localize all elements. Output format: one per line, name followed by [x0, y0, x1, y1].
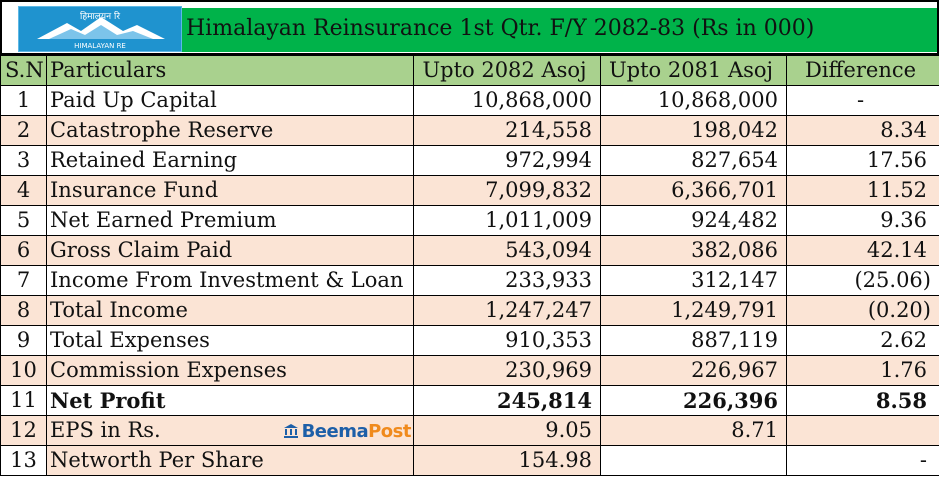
row-sn: 4	[0, 175, 47, 206]
row-particular: EPS in Rs.	[50, 418, 161, 442]
row-current: 972,994	[413, 145, 601, 176]
row-previous: 8.71	[600, 415, 787, 446]
row-previous: 382,086	[600, 235, 787, 266]
table-row: 4 Insurance Fund 7,099,832 6,366,701 11.…	[0, 175, 939, 206]
row-sn: 9	[0, 325, 47, 356]
row-particular-cell: EPS in Rs. Beema Post	[46, 415, 414, 446]
table-row: 1 Paid Up Capital 10,868,000 10,868,000 …	[0, 85, 939, 116]
table-row: 11 Net Profit 245,814 226,396 8.58	[0, 385, 939, 416]
row-particular: Net Profit	[46, 385, 414, 416]
row-previous: 6,366,701	[600, 175, 787, 206]
row-current: 214,558	[413, 115, 601, 146]
row-difference: 2.62	[786, 325, 939, 356]
himalayan-re-logo: हिमालयन रि HIMALAYAN RE	[18, 6, 182, 52]
row-sn: 6	[0, 235, 47, 266]
table-row: 8 Total Income 1,247,247 1,249,791 (0.20…	[0, 295, 939, 326]
row-sn: 10	[0, 355, 47, 386]
row-previous: 887,119	[600, 325, 787, 356]
logo-text: HIMALAYAN RE	[74, 42, 126, 50]
row-previous	[600, 445, 787, 476]
row-difference: (25.06)	[786, 265, 939, 296]
row-particular: Paid Up Capital	[46, 85, 414, 116]
row-sn: 8	[0, 295, 47, 326]
row-sn: 5	[0, 205, 47, 236]
page-title: Himalayan Reinsurance 1st Qtr. F/Y 2082-…	[182, 8, 937, 52]
financial-table: S.N Particulars Upto 2082 Asoj Upto 2081…	[0, 55, 939, 476]
table-row: 7 Income From Investment & Loan 233,933 …	[0, 265, 939, 296]
row-previous: 1,249,791	[600, 295, 787, 326]
row-particular: Gross Claim Paid	[46, 235, 414, 266]
row-particular: Net Earned Premium	[46, 205, 414, 236]
row-previous: 226,396	[600, 385, 787, 416]
row-particular: Networth Per Share	[46, 445, 414, 476]
row-current: 1,247,247	[413, 295, 601, 326]
row-difference: 17.56	[786, 145, 939, 176]
bank-icon	[283, 424, 298, 438]
row-current: 10,868,000	[413, 85, 601, 116]
row-difference: 11.52	[786, 175, 939, 206]
row-difference: 8.58	[786, 385, 939, 416]
row-difference: -	[786, 445, 939, 476]
title-bar: हिमालयन रि HIMALAYAN RE Himalayan Reinsu…	[0, 0, 939, 55]
row-particular: Total Expenses	[46, 325, 414, 356]
row-particular: Income From Investment & Loan	[46, 265, 414, 296]
column-header-current: Upto 2082 Asoj	[413, 55, 601, 86]
row-particular: Total Income	[46, 295, 414, 326]
table-row: 3 Retained Earning 972,994 827,654 17.56	[0, 145, 939, 176]
column-header-difference: Difference	[786, 55, 939, 86]
row-current: 1,011,009	[413, 205, 601, 236]
row-current: 910,353	[413, 325, 601, 356]
row-current: 9.05	[413, 415, 601, 446]
row-difference: 42.14	[786, 235, 939, 266]
table-row: 12 EPS in Rs. Beema Post 9.05	[0, 415, 939, 446]
row-sn: 12	[0, 415, 47, 446]
watermark-text-post: Post	[368, 420, 411, 442]
beemapost-watermark: Beema Post	[283, 420, 411, 442]
row-difference: (0.20)	[786, 295, 939, 326]
row-sn: 7	[0, 265, 47, 296]
row-previous: 198,042	[600, 115, 787, 146]
watermark-text-beema: Beema	[301, 420, 369, 442]
row-difference: -	[786, 85, 939, 116]
row-sn: 2	[0, 115, 47, 146]
table-row: 2 Catastrophe Reserve 214,558 198,042 8.…	[0, 115, 939, 146]
row-difference: 9.36	[786, 205, 939, 236]
row-difference: 8.34	[786, 115, 939, 146]
mountain-logo-icon: हिमालयन रि HIMALAYAN RE	[37, 10, 165, 50]
row-current: 245,814	[413, 385, 601, 416]
table-row: 9 Total Expenses 910,353 887,119 2.62	[0, 325, 939, 356]
table-header-row: S.N Particulars Upto 2082 Asoj Upto 2081…	[0, 55, 939, 86]
row-difference: 1.76	[786, 355, 939, 386]
row-difference	[786, 415, 939, 446]
row-particular: Catastrophe Reserve	[46, 115, 414, 146]
table-row: 10 Commission Expenses 230,969 226,967 1…	[0, 355, 939, 386]
row-current: 543,094	[413, 235, 601, 266]
row-previous: 924,482	[600, 205, 787, 236]
table-row: 13 Networth Per Share 154.98 -	[0, 445, 939, 476]
row-current: 7,099,832	[413, 175, 601, 206]
column-header-previous: Upto 2081 Asoj	[600, 55, 787, 86]
column-header-sn: S.N	[0, 55, 47, 86]
row-particular: Retained Earning	[46, 145, 414, 176]
row-particular: Insurance Fund	[46, 175, 414, 206]
column-header-particulars: Particulars	[46, 55, 414, 86]
row-current: 230,969	[413, 355, 601, 386]
row-sn: 13	[0, 445, 47, 476]
row-sn: 1	[0, 85, 47, 116]
row-current: 233,933	[413, 265, 601, 296]
row-previous: 312,147	[600, 265, 787, 296]
row-current: 154.98	[413, 445, 601, 476]
row-previous: 226,967	[600, 355, 787, 386]
row-particular: Commission Expenses	[46, 355, 414, 386]
row-previous: 10,868,000	[600, 85, 787, 116]
row-previous: 827,654	[600, 145, 787, 176]
logo-script-text: हिमालयन रि	[80, 10, 120, 22]
table-row: 5 Net Earned Premium 1,011,009 924,482 9…	[0, 205, 939, 236]
table-row: 6 Gross Claim Paid 543,094 382,086 42.14	[0, 235, 939, 266]
row-sn: 3	[0, 145, 47, 176]
row-sn: 11	[0, 385, 47, 416]
